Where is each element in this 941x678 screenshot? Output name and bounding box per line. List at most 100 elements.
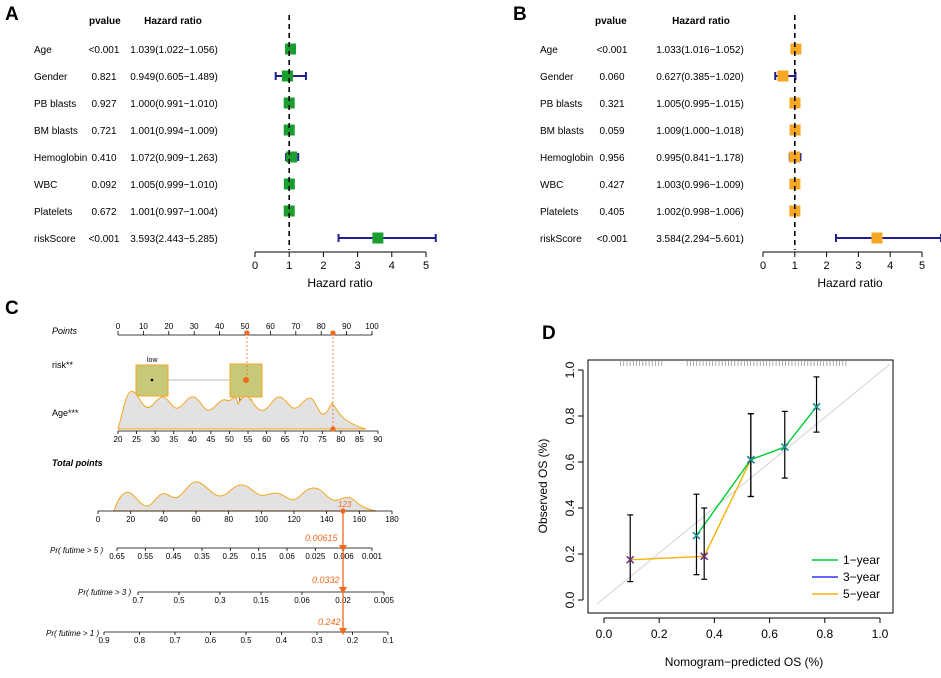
- risk-low-dot: [150, 378, 154, 382]
- hr-point: [789, 124, 801, 136]
- pr5-tick-label: 0.006: [334, 552, 355, 561]
- age-density: [117, 390, 367, 430]
- hr-point: [283, 178, 295, 190]
- pr1-tick-label: 0.1: [382, 636, 394, 645]
- x-tick-label: 2: [824, 260, 830, 272]
- row-pvalue: 0.672: [91, 207, 116, 218]
- age-tick-label: 75: [318, 435, 327, 444]
- age-marker: [330, 426, 336, 432]
- nomo-risk-label: risk**: [52, 360, 73, 370]
- cal-x-tick-label: 0.0: [596, 627, 613, 641]
- forest-xlabel-b: Hazard ratio: [817, 276, 883, 290]
- x-tick-label: 5: [423, 260, 429, 272]
- hr-point: [790, 43, 802, 55]
- hr-point: [789, 205, 801, 217]
- row-pvalue: 0.821: [91, 72, 116, 83]
- nomo-age-label: Age***: [52, 408, 79, 418]
- pr1-marker: [339, 628, 347, 635]
- row-label: riskScore: [540, 234, 582, 245]
- hr-point: [777, 70, 789, 82]
- points-tick-label: 70: [291, 322, 300, 331]
- total-tick-label: 100: [255, 515, 269, 524]
- ideal-diagonal: [596, 363, 891, 605]
- nomo-total-label: Total points: [52, 458, 103, 468]
- pr5-tick-label: 0.001: [362, 552, 383, 561]
- total-tick-label: 80: [224, 515, 233, 524]
- row-hazard-ratio: 1.002(0.998−1.006): [656, 207, 744, 218]
- pr1-tick-label: 0.7: [169, 636, 181, 645]
- forest-axis-b: 0 1 2 3 4 5: [760, 251, 925, 272]
- points-tick-label: 50: [241, 322, 250, 331]
- total-tick-label: 180: [385, 515, 399, 524]
- point-marker: [780, 443, 789, 452]
- total-tick-label: 140: [320, 515, 334, 524]
- row-label: BM blasts: [34, 126, 78, 137]
- forest-marks-b: [774, 15, 941, 250]
- hr-point: [285, 43, 297, 55]
- point-marker: [626, 555, 635, 564]
- hr-point: [286, 151, 298, 163]
- row-pvalue: <0.001: [89, 45, 120, 56]
- row-hazard-ratio: 1.001(0.997−1.004): [130, 207, 218, 218]
- points-marker-risk: [244, 330, 250, 336]
- calibration-plot-frame: [587, 359, 894, 614]
- row-hazard-ratio: 3.584(2.294−5.601): [656, 234, 744, 245]
- age-tick-label: 60: [262, 435, 271, 444]
- row-hazard-ratio: 0.627(0.385−1.020): [656, 72, 744, 83]
- row-pvalue: 0.059: [599, 126, 624, 137]
- forest-rows-b: Age <0.001 1.033(1.016−1.052) Gender 0.060 0.…: [540, 45, 744, 245]
- points-tick-label: 80: [317, 322, 326, 331]
- row-hazard-ratio: 1.005(0.999−1.010): [130, 180, 218, 191]
- row-pvalue: <0.001: [597, 234, 628, 245]
- total-tick-label: 120: [287, 515, 301, 524]
- cal-y-tick-label: 0.6: [563, 453, 577, 470]
- point-marker: [812, 402, 821, 411]
- panel-label-c: C: [5, 298, 19, 319]
- age-tick-label: 30: [151, 435, 160, 444]
- row-label: WBC: [34, 180, 57, 191]
- row-pvalue: <0.001: [597, 45, 628, 56]
- points-tick-label: 20: [164, 322, 173, 331]
- total-tick-label: 20: [126, 515, 135, 524]
- legend-label: 3−year: [843, 570, 880, 584]
- row-pvalue: <0.001: [89, 234, 120, 245]
- calibration-ylabel: Observed OS (%): [536, 439, 550, 534]
- pr3-tick-label: 0.3: [214, 596, 226, 605]
- row-label: PB blasts: [540, 99, 582, 110]
- row-label: Gender: [540, 72, 574, 83]
- cal-x-tick-label: 1.0: [872, 627, 889, 641]
- hr-point: [789, 178, 801, 190]
- row-pvalue: 0.956: [599, 153, 624, 164]
- row-hazard-ratio: 0.949(0.605−1.489): [130, 72, 218, 83]
- row-label: BM blasts: [540, 126, 584, 137]
- age-tick-label: 80: [336, 435, 345, 444]
- row-label: Platelets: [540, 207, 578, 218]
- points-tick-label: 30: [190, 322, 199, 331]
- calibration-axes: 0.0 0.2 0.4 0.6 0.8 1.0 0.0 0.2 0.4 0.6 0.8 1.0: [563, 361, 889, 641]
- calibration-xlabel: Nomogram−predicted OS (%): [665, 655, 823, 669]
- points-marker-age: [330, 330, 336, 336]
- points-tick-label: 100: [365, 322, 379, 331]
- forest-axis-a: 0 1 2 3 4 5: [252, 251, 429, 272]
- cal-y-tick-label: 0.8: [563, 407, 577, 424]
- total-tick-label: 160: [353, 515, 367, 524]
- risk-low-label: low: [147, 357, 158, 364]
- pr1-value-label: 0.242: [318, 617, 341, 627]
- pr5-tick-label: 0.025: [305, 552, 326, 561]
- cal-y-tick-label: 0.4: [563, 499, 577, 516]
- x-tick-label: 3: [855, 260, 861, 272]
- x-tick-label: 0: [760, 260, 766, 272]
- pr3-tick-label: 0.5: [173, 596, 185, 605]
- pr3-tick-label: 0.7: [132, 596, 144, 605]
- legend-label: 1−year: [843, 553, 880, 567]
- forest-rows-a: Age <0.001 1.039(1.022−1.056) Gender 0.821 0.…: [34, 45, 218, 245]
- forest-marks-a: [274, 15, 437, 250]
- pr3-marker: [339, 587, 347, 594]
- hr-point: [283, 124, 295, 136]
- header-pvalue-a: pvalue: [89, 16, 121, 27]
- points-tick-label: 90: [342, 322, 351, 331]
- points-tick-label: 40: [215, 322, 224, 331]
- point-marker: [700, 552, 709, 561]
- nomogram-axes: 0 10 20 30 40 50 60 70 80 90 100 20 25 30 35 40 45 50 55 60…: [96, 322, 399, 645]
- pr5-tick-label: 0.06: [279, 552, 295, 561]
